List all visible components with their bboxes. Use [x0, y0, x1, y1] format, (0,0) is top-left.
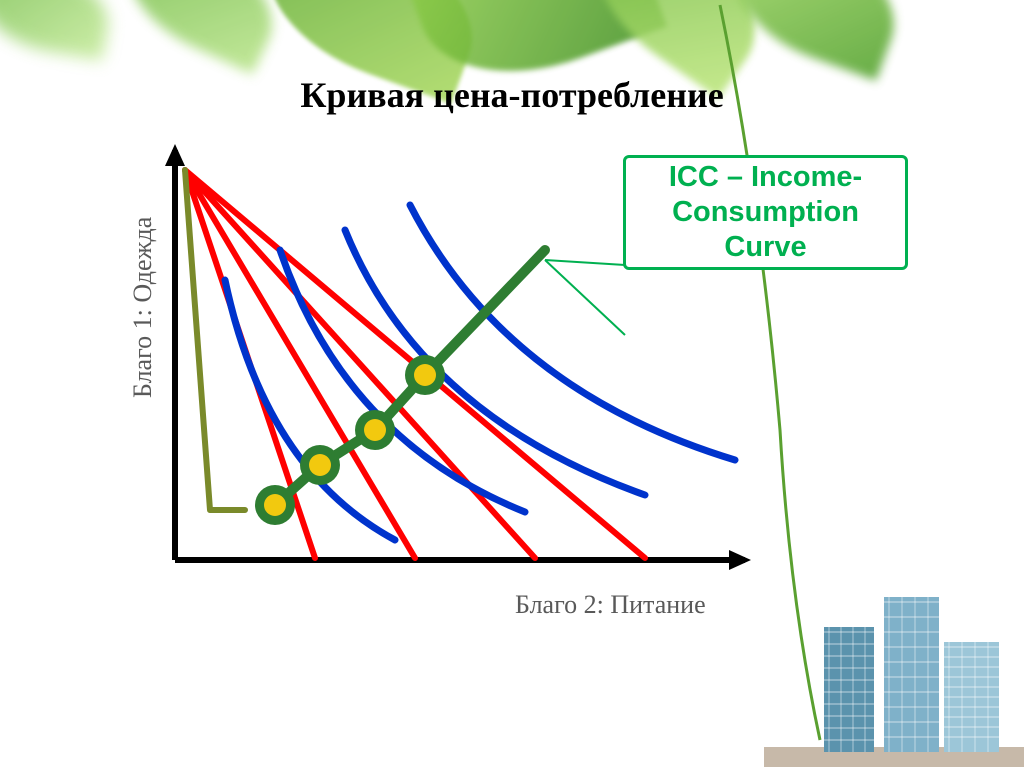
- slide: Кривая цена-потребление Благо 1: Одежда …: [0, 0, 1024, 767]
- buildings-decor: [764, 587, 1024, 767]
- icc-callout: ICC – Income-Consumption Curve: [623, 155, 908, 270]
- slide-title: Кривая цена-потребление: [0, 74, 1024, 116]
- x-axis-label: Благо 2: Питание: [515, 590, 706, 620]
- icc-callout-text: ICC – Income-Consumption Curve: [630, 160, 901, 264]
- leaf-icon: [107, 0, 292, 74]
- leaf-icon: [0, 0, 116, 61]
